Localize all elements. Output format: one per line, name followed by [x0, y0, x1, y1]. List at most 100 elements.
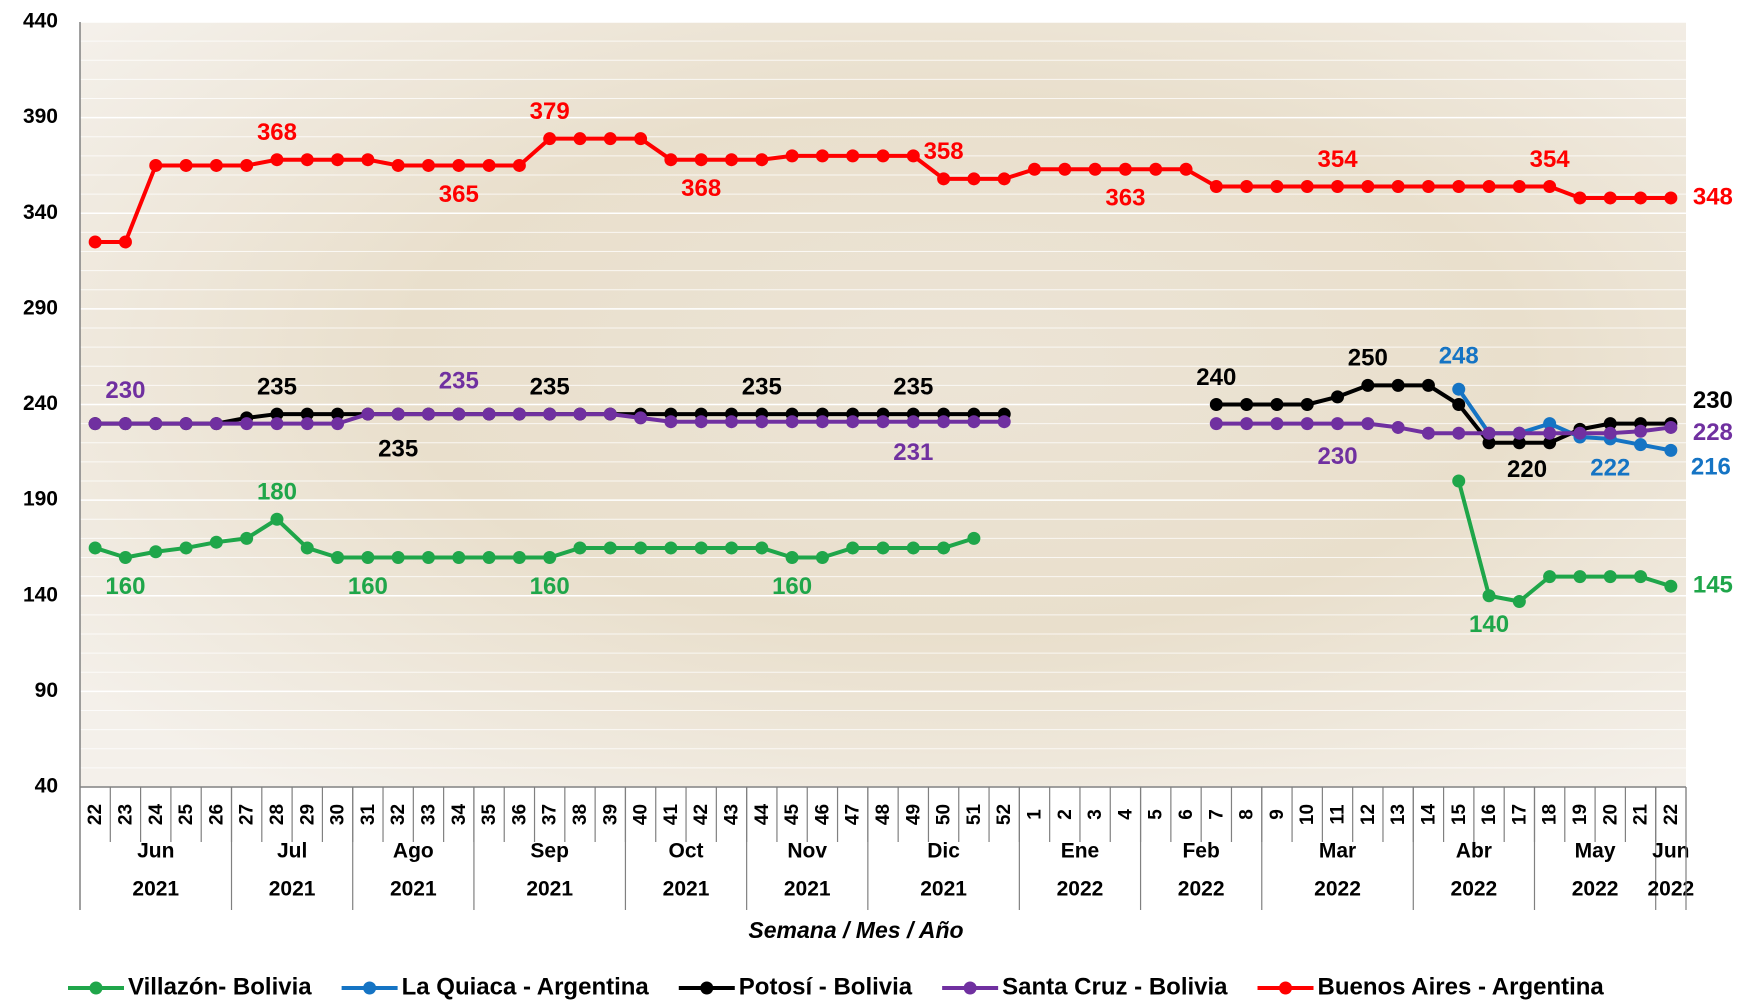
x-tick-label: 46: [812, 804, 833, 825]
x-tick-label: 49: [903, 804, 924, 825]
year-label: 2021: [784, 878, 831, 901]
data-point: [331, 407, 345, 421]
data-point: [876, 415, 890, 429]
data-point: [1209, 417, 1223, 431]
x-axis-title: Semana / Mes / Año: [748, 917, 963, 943]
legend-marker: [700, 981, 714, 995]
data-label: 140: [1469, 611, 1509, 638]
data-label: 250: [1348, 345, 1388, 372]
legend-marker: [89, 981, 103, 995]
data-point: [1634, 191, 1648, 205]
month-label: Mar: [1319, 840, 1356, 863]
data-point: [1543, 426, 1557, 440]
data-point: [1452, 382, 1466, 396]
year-label: 2021: [526, 878, 573, 901]
data-point: [967, 172, 981, 186]
data-point: [785, 415, 799, 429]
data-point: [1088, 162, 1102, 176]
data-point: [1512, 436, 1526, 450]
data-point: [88, 417, 102, 431]
data-label: 348: [1693, 183, 1733, 210]
data-point: [1240, 179, 1254, 193]
x-tick-label: 36: [509, 804, 530, 825]
x-tick-label: 2: [1055, 809, 1076, 820]
data-point: [391, 407, 405, 421]
data-point: [270, 407, 284, 421]
data-label: 358: [924, 138, 964, 165]
data-point: [1512, 426, 1526, 440]
data-point: [300, 153, 314, 167]
data-point: [997, 172, 1011, 186]
data-point: [1664, 443, 1678, 457]
data-label: 235: [378, 435, 418, 462]
x-tick-label: 34: [449, 804, 470, 826]
data-point: [270, 417, 284, 431]
data-point: [149, 158, 163, 172]
data-point: [543, 551, 557, 564]
data-point: [846, 541, 860, 555]
data-label: 231: [893, 439, 933, 466]
year-label: 2021: [920, 878, 967, 901]
data-point: [1512, 179, 1526, 193]
x-tick-label: 6: [1176, 809, 1197, 820]
data-label: 230: [1693, 387, 1733, 414]
x-tick-label: 40: [631, 804, 652, 825]
x-tick-label: 18: [1540, 804, 1561, 825]
data-point: [1331, 390, 1345, 404]
year-label: 2022: [1572, 878, 1619, 901]
data-point: [1452, 426, 1466, 440]
legend-marker: [363, 981, 377, 995]
y-tick-label: 290: [23, 296, 58, 319]
data-point: [573, 541, 587, 555]
x-tick-label: 10: [1297, 804, 1318, 825]
month-label: Ago: [393, 840, 434, 863]
data-point: [331, 551, 345, 564]
year-label: 2021: [269, 878, 316, 901]
data-point: [331, 417, 345, 431]
data-point: [937, 415, 951, 429]
data-point: [755, 153, 769, 167]
x-tick-label: 38: [570, 804, 591, 825]
data-point: [937, 172, 951, 186]
data-label: 222: [1590, 454, 1630, 481]
data-label: 235: [257, 373, 297, 400]
data-point: [270, 512, 284, 526]
data-point: [846, 415, 860, 429]
x-tick-label: 22: [1661, 804, 1682, 825]
data-point: [88, 541, 102, 555]
month-label: Dic: [927, 840, 960, 863]
data-point: [1240, 398, 1254, 411]
x-tick-label: 29: [297, 804, 318, 825]
data-point: [452, 407, 466, 421]
data-point: [1452, 179, 1466, 193]
data-label: 160: [772, 573, 812, 600]
data-point: [179, 417, 193, 431]
data-point: [967, 415, 981, 429]
data-point: [1118, 162, 1132, 176]
data-point: [694, 415, 708, 429]
data-point: [664, 541, 678, 555]
data-label: 160: [105, 573, 145, 600]
data-point: [1421, 179, 1435, 193]
data-point: [1603, 426, 1617, 440]
data-point: [1482, 589, 1496, 603]
data-point: [1179, 162, 1193, 176]
x-tick-label: 19: [1570, 804, 1591, 825]
data-point: [1209, 179, 1223, 193]
x-tick-label: 41: [661, 804, 682, 826]
data-point: [724, 541, 738, 555]
data-point: [1573, 570, 1587, 584]
data-point: [603, 407, 617, 421]
data-point: [88, 235, 102, 249]
y-tick-label: 190: [23, 488, 58, 511]
data-label: 379: [530, 98, 570, 125]
data-point: [815, 415, 829, 429]
x-tick-label: 30: [328, 804, 349, 825]
data-point: [1300, 417, 1314, 431]
data-point: [1543, 179, 1557, 193]
data-point: [1270, 179, 1284, 193]
data-point: [209, 158, 223, 172]
data-point: [482, 158, 496, 172]
legend-label: Buenos Aires - Argentina: [1318, 973, 1605, 1000]
data-point: [1603, 570, 1617, 584]
